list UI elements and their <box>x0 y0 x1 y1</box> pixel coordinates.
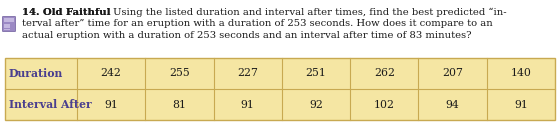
Text: 91: 91 <box>514 99 528 109</box>
Text: Using the listed duration and interval after times, find the best predicted “in-: Using the listed duration and interval a… <box>110 8 507 17</box>
Text: 14. Old Faithful: 14. Old Faithful <box>22 8 110 17</box>
Text: 227: 227 <box>237 68 258 78</box>
Bar <box>8 24 10 26</box>
Text: 81: 81 <box>172 99 186 109</box>
Text: 242: 242 <box>101 68 122 78</box>
Text: 14. Old Faithful: 14. Old Faithful <box>22 8 110 17</box>
Text: 207: 207 <box>442 68 463 78</box>
Bar <box>4 29 6 30</box>
Bar <box>8 26 10 28</box>
Bar <box>5 58 555 120</box>
Text: 94: 94 <box>446 99 459 109</box>
Text: 140: 140 <box>510 68 531 78</box>
Text: 91: 91 <box>241 99 255 109</box>
Bar <box>6 24 8 26</box>
Text: 262: 262 <box>374 68 395 78</box>
Text: actual eruption with a duration of 253 seconds and an interval after time of 83 : actual eruption with a duration of 253 s… <box>22 31 472 40</box>
Text: 92: 92 <box>309 99 323 109</box>
Text: 255: 255 <box>169 68 190 78</box>
Text: Interval After: Interval After <box>9 99 92 110</box>
Bar <box>6 29 8 30</box>
Text: 251: 251 <box>306 68 326 78</box>
Text: 102: 102 <box>374 99 395 109</box>
Text: terval after” time for an eruption with a duration of 253 seconds. How does it c: terval after” time for an eruption with … <box>22 19 493 29</box>
Bar <box>8 29 10 30</box>
FancyBboxPatch shape <box>2 16 16 31</box>
Text: 91: 91 <box>104 99 118 109</box>
Bar <box>4 26 6 28</box>
Text: Duration: Duration <box>9 68 63 79</box>
Bar <box>4 18 14 22</box>
Bar <box>4 24 6 26</box>
Bar <box>6 26 8 28</box>
